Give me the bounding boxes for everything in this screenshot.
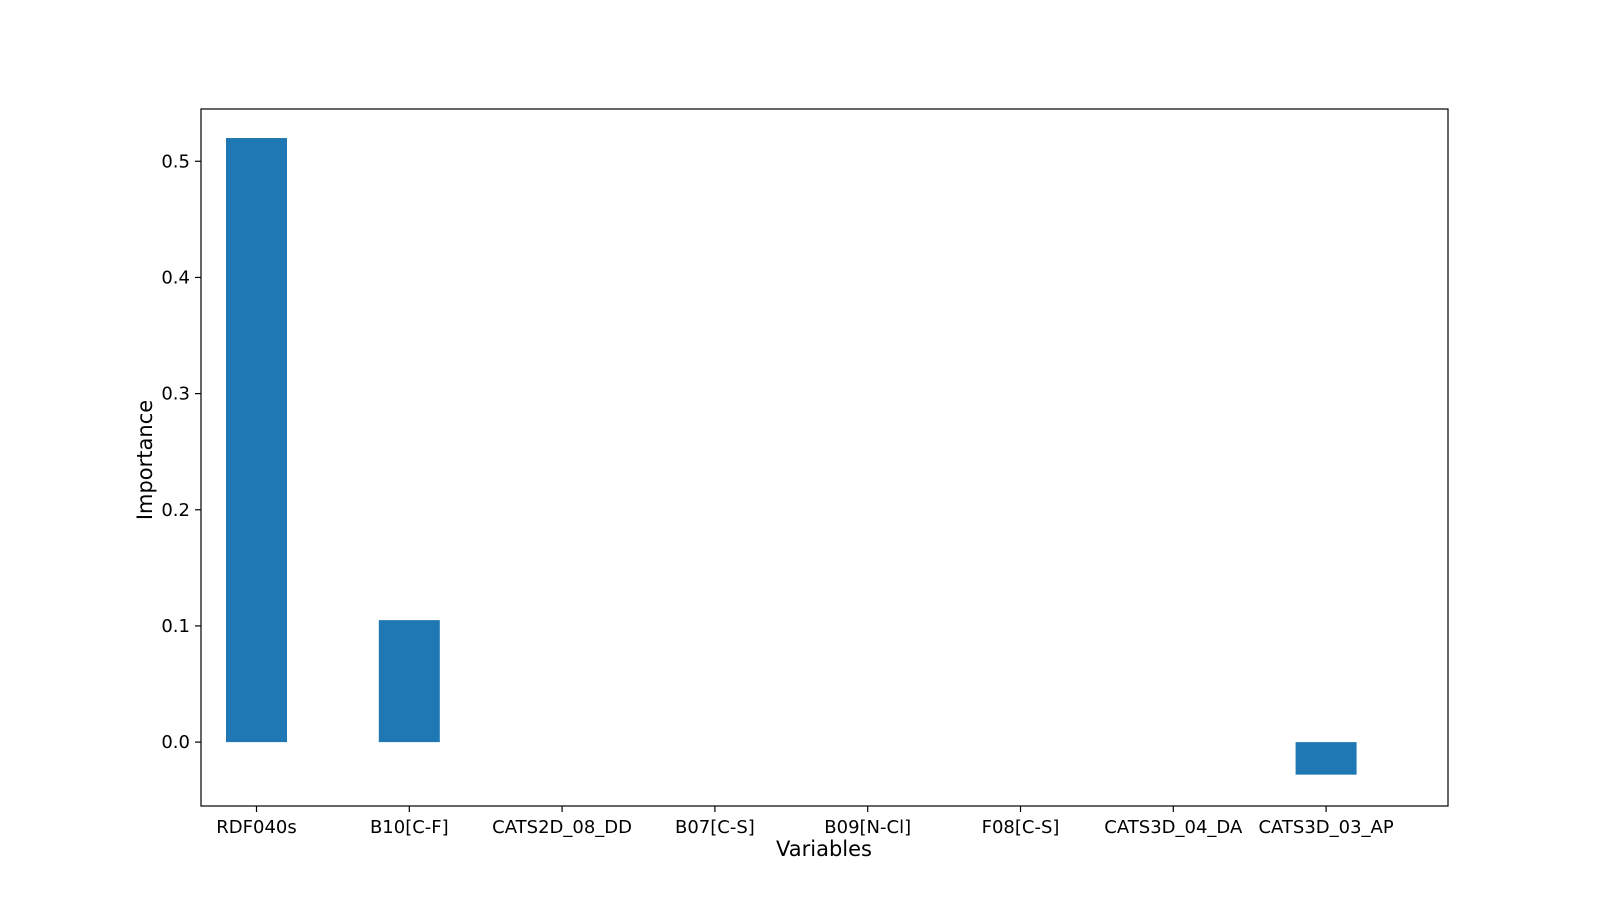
x-axis-label: Variables — [776, 837, 872, 861]
y-tick-label-4: 0.4 — [161, 267, 190, 288]
bar-7 — [1295, 742, 1357, 775]
x-tick-label-1: B10[C-F] — [370, 817, 449, 838]
bars-layer — [226, 138, 1357, 775]
x-tick-label-5: F08[C-S] — [982, 817, 1060, 838]
y-axis-label: Importance — [133, 400, 157, 520]
y-tick-label-0: 0.0 — [161, 732, 190, 753]
x-axis: RDF040s B10[C-F] CATS2D_08_DD B07[C-S] B09[N… — [216, 806, 1394, 838]
bar-1 — [378, 620, 440, 743]
bar-0 — [226, 138, 287, 743]
y-axis: 0.0 0.1 0.2 0.3 0.4 0.5 — [161, 151, 201, 753]
plot-frame — [200, 108, 1449, 807]
y-tick-label-1: 0.1 — [161, 616, 190, 637]
x-tick-label-4: B09[N-Cl] — [824, 817, 911, 838]
x-tick-label-7: CATS3D_03_AP — [1258, 817, 1393, 838]
x-tick-label-2: CATS2D_08_DD — [492, 817, 632, 838]
x-tick-label-3: B07[C-S] — [675, 817, 755, 838]
x-tick-label-6: CATS3D_04_DA — [1104, 817, 1243, 838]
x-tick-label-0: RDF040s — [216, 817, 296, 838]
y-tick-label-5: 0.5 — [161, 151, 190, 172]
y-tick-label-3: 0.3 — [161, 384, 190, 405]
y-tick-label-2: 0.2 — [161, 500, 190, 521]
